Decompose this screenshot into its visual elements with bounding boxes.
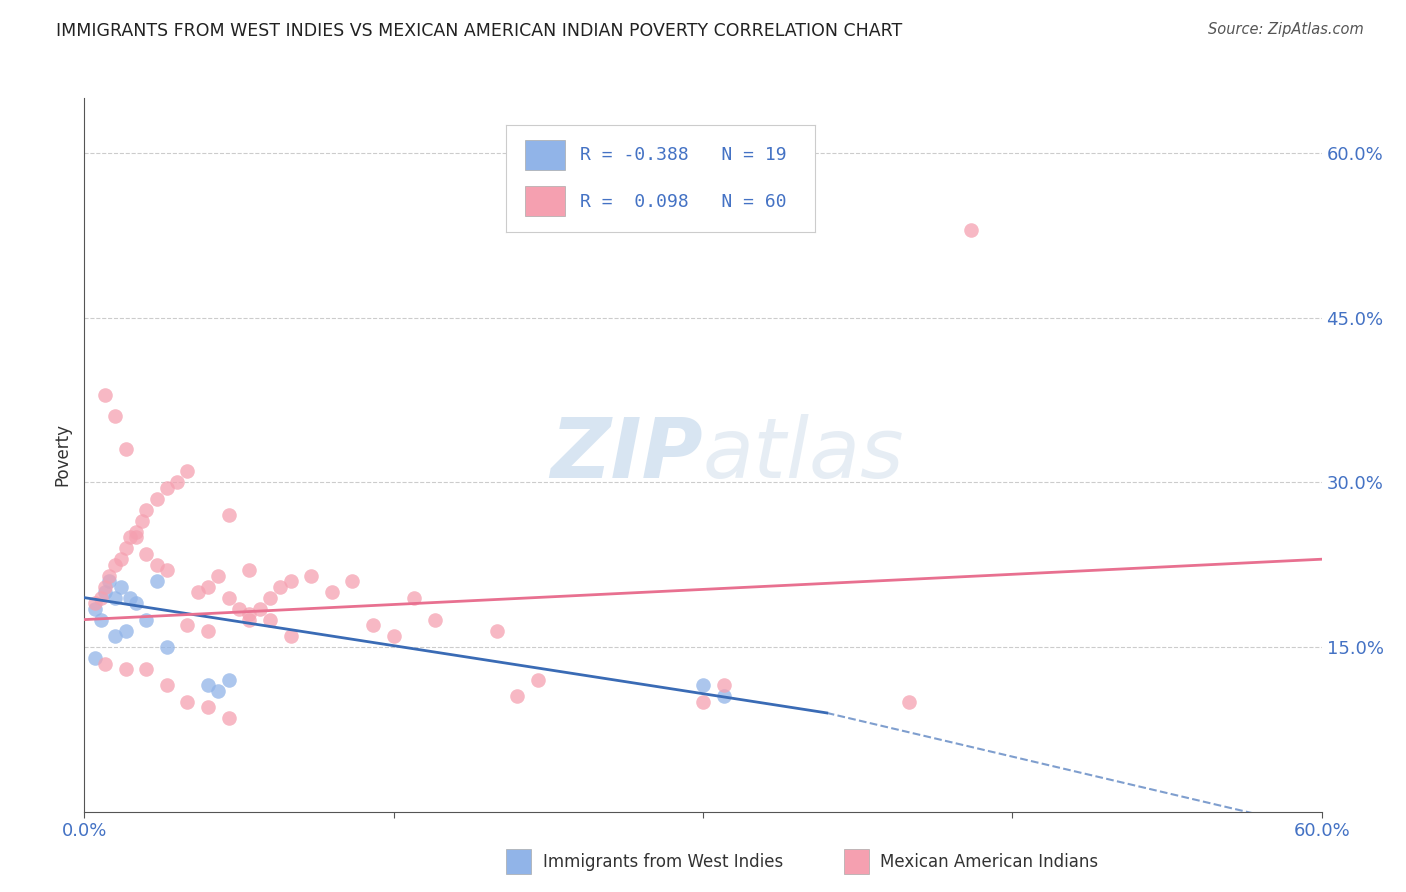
Point xyxy=(692,695,714,709)
Point xyxy=(83,651,105,665)
Point xyxy=(506,690,529,704)
Point xyxy=(114,662,136,676)
Text: R = -0.388   N = 19: R = -0.388 N = 19 xyxy=(581,146,787,164)
Point xyxy=(692,678,714,692)
Point xyxy=(135,503,157,517)
Point xyxy=(238,607,260,621)
Point xyxy=(197,700,219,714)
Point xyxy=(125,524,148,539)
Text: Immigrants from West Indies: Immigrants from West Indies xyxy=(543,853,783,871)
Text: atlas: atlas xyxy=(703,415,904,495)
Point xyxy=(176,618,198,632)
Point xyxy=(299,568,322,582)
Point xyxy=(485,624,508,638)
Point xyxy=(118,530,141,544)
Point xyxy=(135,547,157,561)
Point xyxy=(94,387,117,401)
Point xyxy=(135,613,157,627)
Point xyxy=(218,673,240,687)
Point xyxy=(218,591,240,605)
Point xyxy=(342,574,364,589)
Point xyxy=(361,618,384,632)
Point xyxy=(156,678,179,692)
Point xyxy=(218,508,240,523)
Point xyxy=(321,585,343,599)
Point xyxy=(280,629,302,643)
Point xyxy=(197,678,219,692)
Point xyxy=(135,662,157,676)
Point xyxy=(280,574,302,589)
Point xyxy=(145,491,167,506)
Point xyxy=(249,601,271,615)
Point xyxy=(156,481,179,495)
Point xyxy=(259,613,281,627)
Point xyxy=(166,475,188,490)
Point xyxy=(114,541,136,556)
Point xyxy=(110,552,132,566)
Point xyxy=(156,640,179,654)
Point xyxy=(197,624,219,638)
Point xyxy=(90,613,112,627)
Point xyxy=(110,580,132,594)
Point xyxy=(156,563,179,577)
Point xyxy=(125,596,148,610)
Point xyxy=(131,514,153,528)
Point xyxy=(114,624,136,638)
Text: ZIP: ZIP xyxy=(550,415,703,495)
Point xyxy=(104,409,127,424)
Point xyxy=(125,530,148,544)
Point xyxy=(207,568,229,582)
Point xyxy=(423,613,446,627)
Point xyxy=(83,601,105,615)
Point xyxy=(713,678,735,692)
Point xyxy=(104,558,127,572)
Point xyxy=(145,574,167,589)
Point xyxy=(404,591,426,605)
Point xyxy=(98,568,121,582)
Point xyxy=(713,690,735,704)
Point xyxy=(104,629,127,643)
Point xyxy=(960,223,983,237)
Point xyxy=(145,558,167,572)
Point xyxy=(898,695,921,709)
Point xyxy=(269,580,291,594)
Point xyxy=(114,442,136,457)
Bar xyxy=(524,186,565,216)
Bar xyxy=(524,140,565,169)
Point xyxy=(187,585,209,599)
Text: IMMIGRANTS FROM WEST INDIES VS MEXICAN AMERICAN INDIAN POVERTY CORRELATION CHART: IMMIGRANTS FROM WEST INDIES VS MEXICAN A… xyxy=(56,22,903,40)
Point xyxy=(259,591,281,605)
Point xyxy=(197,580,219,594)
Point xyxy=(176,695,198,709)
Y-axis label: Poverty: Poverty xyxy=(53,424,72,486)
Point xyxy=(228,601,250,615)
Point xyxy=(83,596,105,610)
Point xyxy=(104,591,127,605)
Point xyxy=(94,657,117,671)
Text: Source: ZipAtlas.com: Source: ZipAtlas.com xyxy=(1208,22,1364,37)
Point xyxy=(94,585,117,599)
Point xyxy=(98,574,121,589)
Point xyxy=(382,629,405,643)
Point xyxy=(90,591,112,605)
Point xyxy=(238,613,260,627)
Text: Mexican American Indians: Mexican American Indians xyxy=(880,853,1098,871)
Text: R =  0.098   N = 60: R = 0.098 N = 60 xyxy=(581,193,787,211)
Point xyxy=(94,580,117,594)
Point xyxy=(218,711,240,725)
Point xyxy=(118,591,141,605)
Point xyxy=(207,684,229,698)
Point xyxy=(527,673,550,687)
Point xyxy=(238,563,260,577)
Point xyxy=(176,464,198,478)
